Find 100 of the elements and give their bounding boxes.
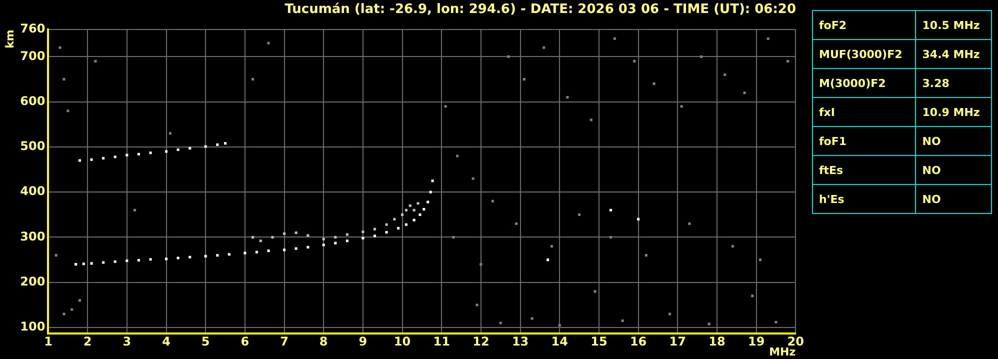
- x-tick-label: 4: [162, 334, 170, 349]
- text: 10.5 MHz: [922, 18, 980, 32]
- point: [346, 240, 348, 242]
- point: [188, 256, 192, 258]
- point: [294, 231, 298, 234]
- point: [758, 258, 762, 262]
- point: [680, 105, 683, 108]
- text: 3.28: [922, 76, 950, 90]
- x-tick-label: 7: [280, 334, 288, 349]
- point: [102, 261, 105, 264]
- x-tick-label: 5: [201, 334, 210, 349]
- point: [566, 96, 569, 99]
- point: [102, 156, 105, 160]
- x-tick-label: 19: [748, 334, 765, 349]
- point: [62, 78, 66, 81]
- point: [176, 256, 180, 260]
- point: [176, 148, 180, 151]
- point: [644, 254, 648, 257]
- y-tick-label: 300: [20, 229, 46, 244]
- y-axis-title: km: [3, 30, 16, 48]
- point: [404, 223, 408, 226]
- point: [590, 118, 592, 122]
- x-tick-label: 13: [512, 334, 529, 349]
- point: [252, 236, 254, 239]
- point: [652, 82, 656, 86]
- category-label: MUF(3000)F2: [812, 40, 916, 68]
- point: [306, 246, 310, 248]
- point: [751, 294, 754, 298]
- x-tick-label: 17: [669, 334, 686, 349]
- point: [58, 46, 62, 49]
- x-tick-label: 2: [83, 334, 92, 349]
- point: [637, 218, 640, 220]
- point: [426, 200, 430, 204]
- point: [397, 226, 400, 230]
- y-tick-label: 100: [20, 320, 46, 334]
- point: [609, 208, 612, 212]
- point: [412, 218, 416, 222]
- point: [480, 263, 482, 266]
- point: [609, 236, 612, 239]
- point: [78, 299, 81, 302]
- point: [362, 236, 364, 240]
- point: [507, 55, 510, 58]
- point: [558, 324, 561, 327]
- y-tick-label: 700: [20, 48, 46, 63]
- point: [546, 258, 550, 262]
- point: [94, 60, 97, 62]
- point: [412, 208, 416, 212]
- text: 34.4 MHz: [922, 48, 980, 60]
- x-tick-label: 11: [433, 334, 450, 349]
- y-tick-label: 400: [20, 184, 46, 198]
- category-label: M(3000)F2: [812, 68, 916, 98]
- point: [322, 238, 325, 240]
- point: [633, 60, 636, 62]
- point: [688, 222, 691, 225]
- text: 10.9 MHz: [922, 106, 980, 118]
- point: [149, 258, 152, 261]
- category-label: foF1: [812, 126, 916, 156]
- x-tick-label: 8: [319, 334, 328, 349]
- point: [708, 322, 710, 326]
- point: [259, 240, 262, 242]
- point: [168, 132, 172, 135]
- point: [416, 202, 420, 205]
- point: [164, 258, 168, 260]
- point: [267, 42, 270, 44]
- point: [252, 78, 254, 81]
- point: [429, 190, 432, 194]
- chart-title: Tucumán (lat: -26.9, lon: 294.6) - DATE: 2026 03 06 - TIME (UT): 06:20: [284, 2, 796, 18]
- point: [228, 253, 230, 256]
- category-label: fxI: [812, 98, 916, 126]
- x-tick-label: 15: [590, 334, 608, 349]
- point: [334, 236, 337, 239]
- point: [408, 204, 412, 207]
- point: [322, 244, 325, 246]
- point: [216, 254, 219, 257]
- point: [204, 145, 207, 148]
- y-tick-label: 600: [20, 94, 46, 108]
- text: NO: [922, 164, 941, 176]
- point: [766, 37, 770, 40]
- category-label: ftEs: [812, 156, 916, 184]
- point: [700, 55, 703, 58]
- point: [283, 248, 286, 252]
- point: [294, 247, 298, 250]
- point: [62, 312, 66, 316]
- point: [724, 73, 726, 76]
- point: [743, 92, 746, 94]
- point: [401, 213, 404, 216]
- point: [149, 152, 152, 154]
- point: [444, 105, 447, 108]
- point: [774, 320, 778, 324]
- point: [393, 218, 396, 220]
- text: NO: [922, 192, 941, 206]
- point: [362, 230, 364, 234]
- point: [271, 236, 274, 239]
- point: [515, 222, 518, 225]
- category-label: h'Es: [812, 184, 916, 214]
- point: [499, 322, 502, 324]
- x-tick-label: 1: [44, 334, 52, 349]
- text: NO: [922, 134, 941, 148]
- point: [224, 142, 227, 145]
- point: [114, 260, 116, 263]
